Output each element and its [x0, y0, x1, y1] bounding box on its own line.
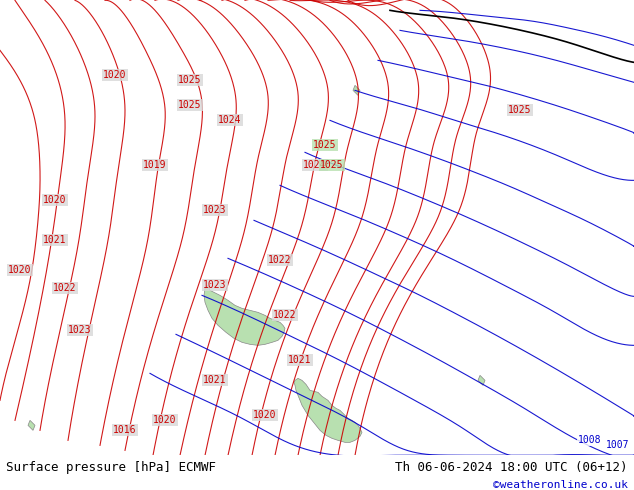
Text: 1022: 1022 [268, 255, 292, 266]
Text: 1021: 1021 [204, 375, 227, 385]
Text: 1021: 1021 [288, 355, 312, 366]
Text: 1020: 1020 [8, 266, 32, 275]
Text: 1025: 1025 [320, 160, 344, 171]
Text: 1019: 1019 [143, 160, 167, 171]
Polygon shape [353, 85, 360, 96]
Text: 1021: 1021 [43, 235, 67, 245]
Text: 1007: 1007 [606, 441, 630, 450]
Text: 1020: 1020 [43, 196, 67, 205]
Polygon shape [28, 420, 35, 430]
Text: 1008: 1008 [578, 435, 602, 445]
Text: 1020: 1020 [153, 416, 177, 425]
Text: Surface pressure [hPa] ECMWF: Surface pressure [hPa] ECMWF [6, 461, 216, 474]
Text: 1016: 1016 [113, 425, 137, 435]
Text: 1025: 1025 [178, 100, 202, 110]
Text: 1023: 1023 [204, 280, 227, 291]
Text: 1020: 1020 [253, 410, 277, 420]
Text: 1023: 1023 [204, 205, 227, 215]
Text: Th 06-06-2024 18:00 UTC (06+12): Th 06-06-2024 18:00 UTC (06+12) [395, 461, 628, 474]
Text: ©weatheronline.co.uk: ©weatheronline.co.uk [493, 480, 628, 490]
Text: 1024: 1024 [218, 115, 242, 125]
Polygon shape [294, 378, 362, 442]
Text: 1025: 1025 [313, 140, 337, 150]
Text: 1025: 1025 [178, 75, 202, 85]
Text: 1022: 1022 [53, 283, 77, 294]
Text: 1023: 1023 [68, 325, 92, 335]
Text: 1025: 1025 [508, 105, 532, 115]
Text: 1022: 1022 [273, 310, 297, 320]
Text: 1020: 1020 [103, 71, 127, 80]
Text: 1024: 1024 [303, 160, 327, 171]
Polygon shape [204, 285, 285, 345]
Polygon shape [478, 375, 485, 385]
